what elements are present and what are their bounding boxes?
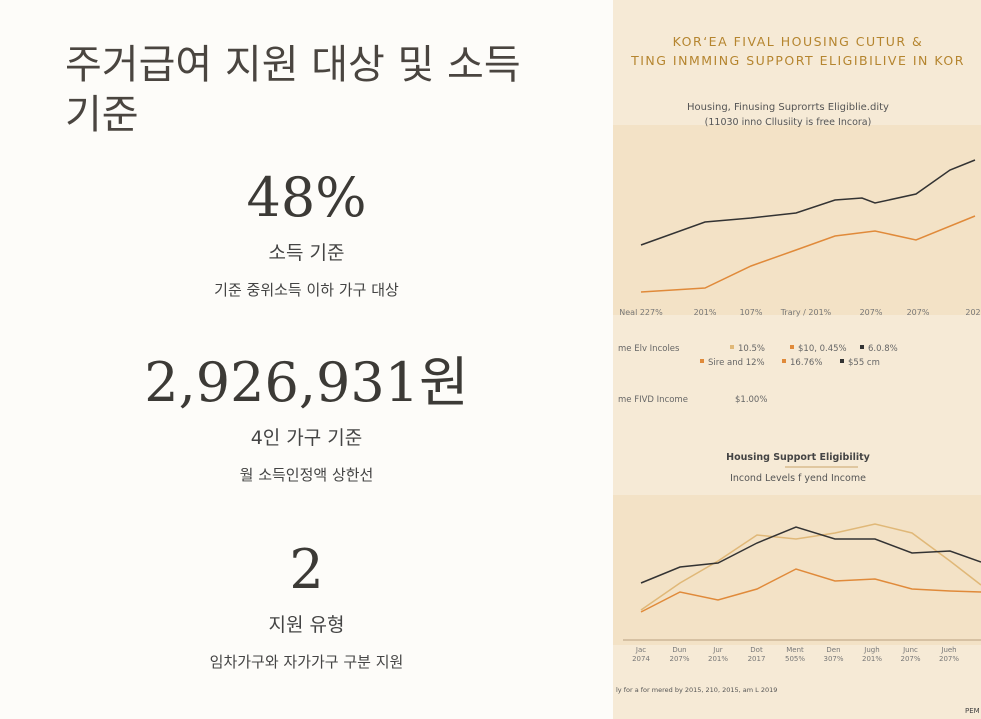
image-axis-label: 201% [694, 308, 717, 317]
stat-label: 지원 유형 [268, 614, 345, 636]
stat-desc: 월 소득인정액 상한선 [239, 466, 374, 484]
image-axis-label: Jur [712, 646, 723, 654]
stat-label: 소득 기준 [268, 242, 345, 264]
image-axis-label: 202 [965, 308, 980, 317]
image-chart-subtitle: Incond Levels f yend Income [730, 473, 866, 484]
legend-swatch [782, 359, 786, 363]
info-panel: 주거급여 지원 대상 및 소득 기준 48% 소득 기준 기준 중위소득 이하 … [0, 42, 613, 672]
image-legend-item: 10.5% [738, 344, 765, 354]
stat-desc: 기준 중위소득 이하 가구 대상 [214, 281, 399, 299]
stat: 2 지원 유형 임차가구와 자가가구 구분 지원 [0, 538, 613, 672]
legend-swatch [860, 345, 864, 349]
panel-title: 주거급여 지원 대상 및 소득 기준 [65, 42, 521, 138]
image-line [640, 523, 981, 611]
image-line [640, 159, 976, 246]
image-legend: me Elv Incoles [618, 344, 680, 354]
image-axis-label: Dun [672, 646, 686, 654]
legend-swatch [730, 345, 734, 349]
stat-desc: 임차가구와 자가가구 구분 지원 [209, 653, 404, 671]
legend-swatch [790, 345, 794, 349]
image-subtitle: (11030 inno Cllusiity is free Incora) [705, 117, 872, 128]
image-chart-title: Housing Support Eligibility [726, 452, 870, 463]
legend-swatch [840, 359, 844, 363]
image-axis-label: 2074 [632, 655, 650, 663]
image-axis-label: 207% [900, 655, 920, 663]
image-subtitle: Housing, Finusing Suprorrts Eligiblie.di… [687, 102, 889, 113]
image-axis-label: 201% [862, 655, 882, 663]
image-title: TING INMMING SUPPORT ELIGIBILIVE IN KOR [630, 53, 965, 68]
stat-value: 48% [246, 166, 367, 229]
image-line [640, 568, 981, 613]
image-legend-item: 6.0.8% [868, 344, 898, 354]
image-axis-label: Jugh [863, 646, 879, 654]
image-legend-item: $55 cm [848, 358, 880, 368]
image-axis-label: Jueh [940, 646, 956, 654]
stat-value: 2 [289, 538, 324, 601]
image-legend: me FIVD Income [618, 395, 688, 405]
image-legend-item: 16.76% [790, 358, 822, 368]
image-axis-label: 207% [907, 308, 930, 317]
image-axis-label: Ment [786, 646, 804, 654]
image-axis-label: 307% [823, 655, 843, 663]
image-corner: PEM [965, 707, 980, 715]
image-footnote: ly for a for mered by 2015, 210, 2015, a… [616, 686, 777, 694]
chart-area [613, 125, 981, 315]
image-axis-label: Den [826, 646, 840, 654]
image-axis-label: Jac [635, 646, 646, 654]
stat: 2,926,931원 4인 가구 기준 월 소득인정액 상한선 [0, 351, 613, 485]
image-axis-label: Dot [750, 646, 763, 654]
image-line [640, 526, 981, 584]
illustration: KOR‘EA FIVAL HOUSING CUTUR & TING INMMIN… [613, 0, 981, 719]
image-axis-label: Junc [902, 646, 918, 654]
image-axis-label: 505% [785, 655, 805, 663]
stat-label: 4인 가구 기준 [250, 427, 363, 449]
image-axis-label: 207% [860, 308, 883, 317]
image-axis-label: Trary / 201% [780, 308, 832, 317]
image-axis-label: 207% [939, 655, 959, 663]
stat-value: 2,926,931원 [144, 351, 469, 414]
image-axis-label: 207% [669, 655, 689, 663]
image-legend-item: $10, 0.45% [798, 344, 847, 354]
image-legend-item: Sire and 12% [708, 358, 765, 368]
image-axis-label: 2017 [748, 655, 766, 663]
image-title: KOR‘EA FIVAL HOUSING CUTUR & [673, 34, 924, 49]
image-axis-label: 201% [708, 655, 728, 663]
image-line [640, 215, 976, 293]
image-axis-label: Neal 227% [619, 308, 663, 317]
stat: 48% 소득 기준 기준 중위소득 이하 가구 대상 [0, 166, 613, 300]
legend-swatch [700, 359, 704, 363]
image-axis-label: 107% [740, 308, 763, 317]
image-legend-item: $1.00% [735, 395, 767, 405]
